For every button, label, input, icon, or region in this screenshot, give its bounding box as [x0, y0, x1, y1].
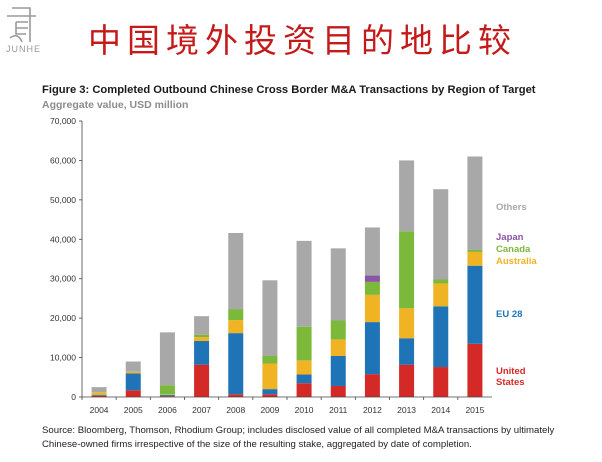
- bar-segment-canada-2013: [399, 231, 415, 309]
- bar-segment-united_states-2004: [91, 395, 107, 397]
- bar-segment-canada-2008: [228, 309, 244, 321]
- bar-segment-canada-2007: [194, 334, 210, 338]
- bar-segment-australia-2010: [296, 360, 312, 375]
- bar-segment-others-2006: [159, 332, 175, 386]
- bar-segment-others-2004: [91, 387, 107, 393]
- bar-segment-eu28-2013: [399, 338, 415, 365]
- bar-segment-united_states-2014: [433, 367, 449, 397]
- y-tick-label: 50,000: [50, 195, 76, 205]
- legend-label-canada: Canada: [496, 244, 531, 255]
- bar-segment-eu28-2012: [364, 322, 380, 375]
- bar-segment-united_states-2007: [194, 364, 210, 397]
- x-tick-label: 2015: [465, 405, 484, 415]
- bar-segment-united_states-2005: [125, 390, 141, 397]
- bar-segment-united_states-2010: [296, 383, 312, 397]
- y-tick-label: 30,000: [50, 274, 76, 284]
- bar-segment-eu28-2011: [330, 355, 346, 386]
- bar-segment-eu28-2005: [125, 373, 141, 391]
- bar-segment-eu28-2009: [262, 389, 278, 395]
- bar-segment-australia-2012: [364, 294, 380, 323]
- bar-segment-eu28-2015: [467, 265, 483, 344]
- bar-segment-australia-2011: [330, 339, 346, 356]
- bar-segment-japan-2012: [364, 275, 380, 282]
- bar-segment-united_states-2011: [330, 385, 346, 397]
- bar-segment-others-2008: [228, 232, 244, 310]
- bar-segment-eu28-2006: [159, 395, 175, 397]
- x-tick-label: 2014: [431, 405, 450, 415]
- bar-segment-australia-2005: [125, 371, 141, 374]
- x-tick-label: 2006: [158, 405, 177, 415]
- bar-segment-australia-2008: [228, 320, 244, 334]
- bar-segment-canada-2012: [364, 281, 380, 295]
- x-axis: 2004 2005 2006 2007 2008 2009 2010 2011 2012 2013…: [81, 396, 492, 415]
- bar-segment-others-2005: [125, 361, 141, 372]
- bar-segment-eu28-2008: [228, 333, 244, 395]
- bar-segment-united_states-2009: [262, 394, 278, 397]
- bar-segment-australia-2013: [399, 308, 415, 339]
- junhe-logo: JUNHE: [4, 2, 44, 58]
- bar-segment-united_states-2008: [228, 394, 244, 397]
- bar-segment-eu28-2010: [296, 374, 312, 384]
- bar-segment-canada-2009: [262, 355, 278, 364]
- bar-segment-others-2014: [433, 189, 449, 280]
- bar-segment-eu28-2007: [194, 341, 210, 365]
- logo-text: JUNHE: [6, 44, 42, 54]
- x-tick-label: 2007: [192, 405, 211, 415]
- bar-segment-canada-2010: [296, 326, 312, 361]
- y-tick-label: 60,000: [50, 155, 76, 165]
- x-tick-label: 2013: [397, 405, 416, 415]
- y-tick-label: 70,000: [50, 116, 76, 126]
- bar-segment-canada-2015: [467, 249, 483, 252]
- legend-label-eu28: EU 28: [496, 309, 522, 320]
- bar-segment-others-2013: [399, 160, 415, 232]
- x-tick-label: 2012: [363, 405, 382, 415]
- bar-segment-others-2009: [262, 280, 278, 356]
- bar-segment-united_states-2013: [399, 364, 415, 397]
- page-title: 中国境外投资目的地比较: [88, 21, 517, 60]
- legend-label-japan: Japan: [496, 232, 524, 243]
- bar-segment-united_states-2015: [467, 343, 483, 397]
- bar-segment-australia-2004: [91, 392, 107, 396]
- bar-segment-others-2007: [194, 316, 210, 335]
- x-tick-label: 2008: [226, 405, 245, 415]
- junhe-logo-mark: [7, 7, 36, 43]
- x-tick-label: 2004: [90, 405, 109, 415]
- y-tick-label: 0: [71, 392, 76, 402]
- x-tick-label: 2009: [260, 405, 279, 415]
- x-tick-label: 2010: [295, 405, 314, 415]
- bar-segment-others-2011: [330, 248, 346, 321]
- bar-segment-eu28-2004: [91, 395, 107, 396]
- y-tick-label: 20,000: [50, 313, 76, 323]
- legend-label-united_states: United: [496, 366, 526, 377]
- bar-segment-australia-2009: [262, 363, 278, 390]
- y-tick-label: 10,000: [50, 353, 76, 363]
- y-tick-label: 40,000: [50, 234, 76, 244]
- y-axis: 0 10,000 20,000 30,000 40,000 50,000 60,000 70,…: [50, 116, 83, 402]
- x-tick-label: 2011: [329, 405, 348, 415]
- bar-segment-eu28-2014: [433, 306, 449, 368]
- bar-segment-canada-2006: [159, 385, 175, 395]
- bar-segment-canada-2014: [433, 279, 449, 284]
- bar-segment-australia-2015: [467, 251, 483, 266]
- bar-segment-australia-2007: [194, 337, 210, 342]
- legend-label-australia: Australia: [496, 256, 537, 267]
- bar-segment-others-2015: [467, 156, 483, 250]
- figure-title: Figure 3: Completed Outbound Chinese Cro…: [42, 84, 536, 96]
- bar-segment-australia-2014: [433, 283, 449, 307]
- bars: [91, 156, 483, 397]
- bar-segment-others-2010: [296, 240, 312, 327]
- legend-label-united-states-line2: States: [496, 377, 525, 388]
- bar-segment-united_states-2012: [364, 374, 380, 397]
- bar-segment-australia-2006: [159, 394, 175, 396]
- bar-segment-canada-2011: [330, 320, 346, 340]
- figure-subtitle: Aggregate value, USD million: [42, 99, 189, 111]
- bar-segment-others-2012: [364, 227, 380, 276]
- figure-source-note: Source: Bloomberg, Thomson, Rhodium Grou…: [42, 425, 555, 450]
- x-tick-label: 2005: [124, 405, 143, 415]
- legend-label-others: Others: [496, 202, 527, 213]
